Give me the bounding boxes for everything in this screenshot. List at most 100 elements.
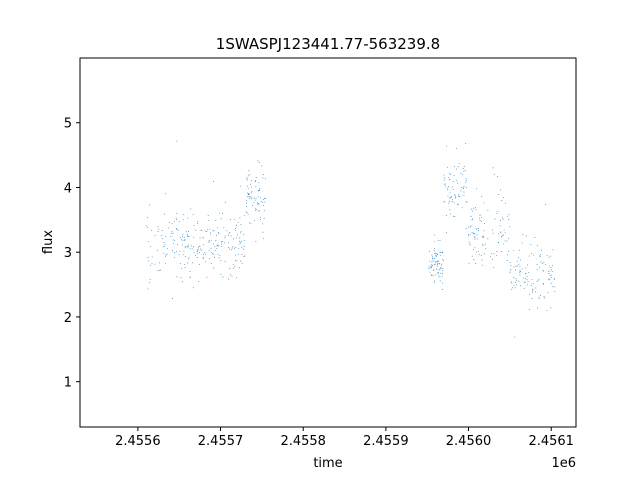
data-point: [435, 252, 437, 254]
data-point: [468, 226, 470, 228]
data-point: [159, 262, 161, 264]
data-point: [202, 258, 204, 259]
data-point: [449, 172, 451, 174]
data-point: [181, 238, 183, 240]
data-point: [478, 251, 479, 253]
data-point: [471, 255, 473, 257]
data-point: [218, 232, 220, 233]
data-point: [239, 243, 241, 245]
data-point: [184, 239, 186, 241]
data-point: [178, 221, 180, 223]
data-point: [462, 187, 464, 189]
data-point: [542, 282, 544, 284]
data-point: [173, 221, 175, 223]
data-point: [249, 197, 251, 199]
data-point: [201, 229, 202, 231]
data-point: [208, 240, 210, 242]
data-point: [461, 174, 463, 176]
data-point: [513, 284, 515, 286]
data-point: [444, 201, 446, 203]
data-point: [461, 187, 463, 188]
data-point: [502, 234, 504, 236]
data-point: [163, 252, 165, 254]
data-point: [192, 214, 194, 216]
data-point: [454, 194, 456, 196]
data-point: [248, 193, 250, 195]
data-point: [525, 278, 527, 280]
data-point: [458, 193, 459, 195]
data-point: [206, 231, 208, 233]
data-point: [477, 230, 479, 231]
data-point: [470, 208, 472, 210]
data-point: [150, 264, 152, 266]
data-point: [230, 249, 232, 251]
data-point: [204, 261, 206, 263]
data-point: [448, 177, 450, 178]
data-point: [454, 197, 456, 199]
data-point: [554, 291, 556, 292]
data-point: [518, 264, 520, 266]
data-point: [530, 253, 532, 255]
data-point: [442, 258, 443, 260]
data-point: [446, 188, 448, 190]
data-point: [505, 202, 507, 204]
data-point: [483, 202, 485, 204]
data-point: [218, 212, 220, 214]
data-point: [181, 236, 183, 237]
data-point: [210, 234, 212, 236]
data-point: [526, 278, 528, 280]
data-point: [441, 275, 443, 277]
data-point: [159, 269, 161, 271]
data-point: [174, 239, 175, 241]
data-point: [255, 199, 257, 201]
x-tick-label: 2.4558: [280, 434, 326, 449]
data-point: [258, 182, 260, 184]
data-point: [228, 242, 230, 244]
data-point: [474, 262, 476, 264]
data-points: [145, 140, 556, 338]
data-point: [213, 230, 215, 232]
data-point: [481, 196, 483, 197]
data-point: [151, 263, 153, 265]
data-point: [243, 214, 245, 216]
data-point: [214, 246, 216, 248]
data-point: [184, 256, 186, 257]
data-point: [509, 226, 511, 228]
data-point: [258, 161, 260, 163]
data-point: [443, 179, 445, 181]
data-point: [250, 192, 252, 194]
data-point: [260, 197, 262, 199]
data-point: [213, 243, 215, 245]
data-point: [194, 255, 196, 256]
data-point: [244, 255, 246, 257]
data-point: [216, 227, 218, 229]
data-point: [497, 211, 499, 212]
data-point: [453, 202, 455, 204]
data-point: [253, 219, 255, 221]
data-point: [440, 272, 442, 274]
data-point: [146, 226, 148, 228]
data-point: [553, 278, 555, 280]
data-point: [434, 261, 436, 263]
data-point: [245, 211, 247, 213]
data-point: [528, 271, 530, 273]
data-point: [548, 278, 550, 280]
data-point: [480, 254, 482, 256]
data-point: [434, 234, 435, 236]
data-point: [255, 186, 257, 188]
data-point: [503, 234, 504, 236]
data-point: [523, 277, 525, 279]
data-point: [437, 253, 439, 255]
data-point: [197, 248, 199, 250]
data-point: [157, 249, 159, 251]
data-point: [176, 228, 178, 230]
data-point: [520, 270, 522, 272]
data-point: [471, 218, 473, 220]
data-point: [161, 238, 163, 240]
data-point: [525, 235, 527, 237]
data-point: [497, 194, 499, 196]
data-point: [255, 241, 257, 242]
data-point: [232, 267, 234, 269]
data-point: [246, 178, 248, 180]
data-point: [458, 163, 460, 164]
